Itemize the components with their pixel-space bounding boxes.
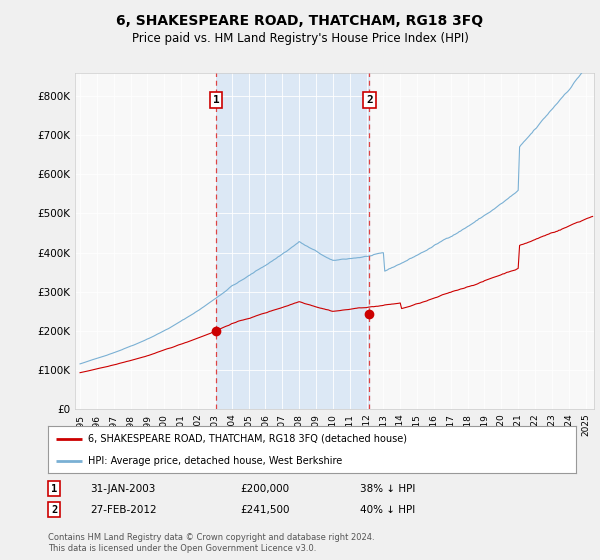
Text: 1: 1 (213, 95, 220, 105)
Bar (216, 73, 370, 409)
Text: 38% ↓ HPI: 38% ↓ HPI (360, 484, 415, 494)
Text: 1: 1 (51, 484, 57, 494)
Text: 31-JAN-2003: 31-JAN-2003 (90, 484, 155, 494)
Text: 6, SHAKESPEARE ROAD, THATCHAM, RG18 3FQ: 6, SHAKESPEARE ROAD, THATCHAM, RG18 3FQ (116, 14, 484, 28)
Text: HPI: Average price, detached house, West Berkshire: HPI: Average price, detached house, West… (88, 456, 342, 466)
Text: 6, SHAKESPEARE ROAD, THATCHAM, RG18 3FQ (detached house): 6, SHAKESPEARE ROAD, THATCHAM, RG18 3FQ … (88, 434, 407, 444)
Text: 27-FEB-2012: 27-FEB-2012 (90, 505, 157, 515)
Text: £200,000: £200,000 (240, 484, 289, 494)
Text: 2: 2 (51, 505, 57, 515)
Text: 2: 2 (366, 95, 373, 105)
Text: £241,500: £241,500 (240, 505, 290, 515)
Text: 40% ↓ HPI: 40% ↓ HPI (360, 505, 415, 515)
Text: Price paid vs. HM Land Registry's House Price Index (HPI): Price paid vs. HM Land Registry's House … (131, 32, 469, 45)
Text: Contains HM Land Registry data © Crown copyright and database right 2024.
This d: Contains HM Land Registry data © Crown c… (48, 533, 374, 553)
